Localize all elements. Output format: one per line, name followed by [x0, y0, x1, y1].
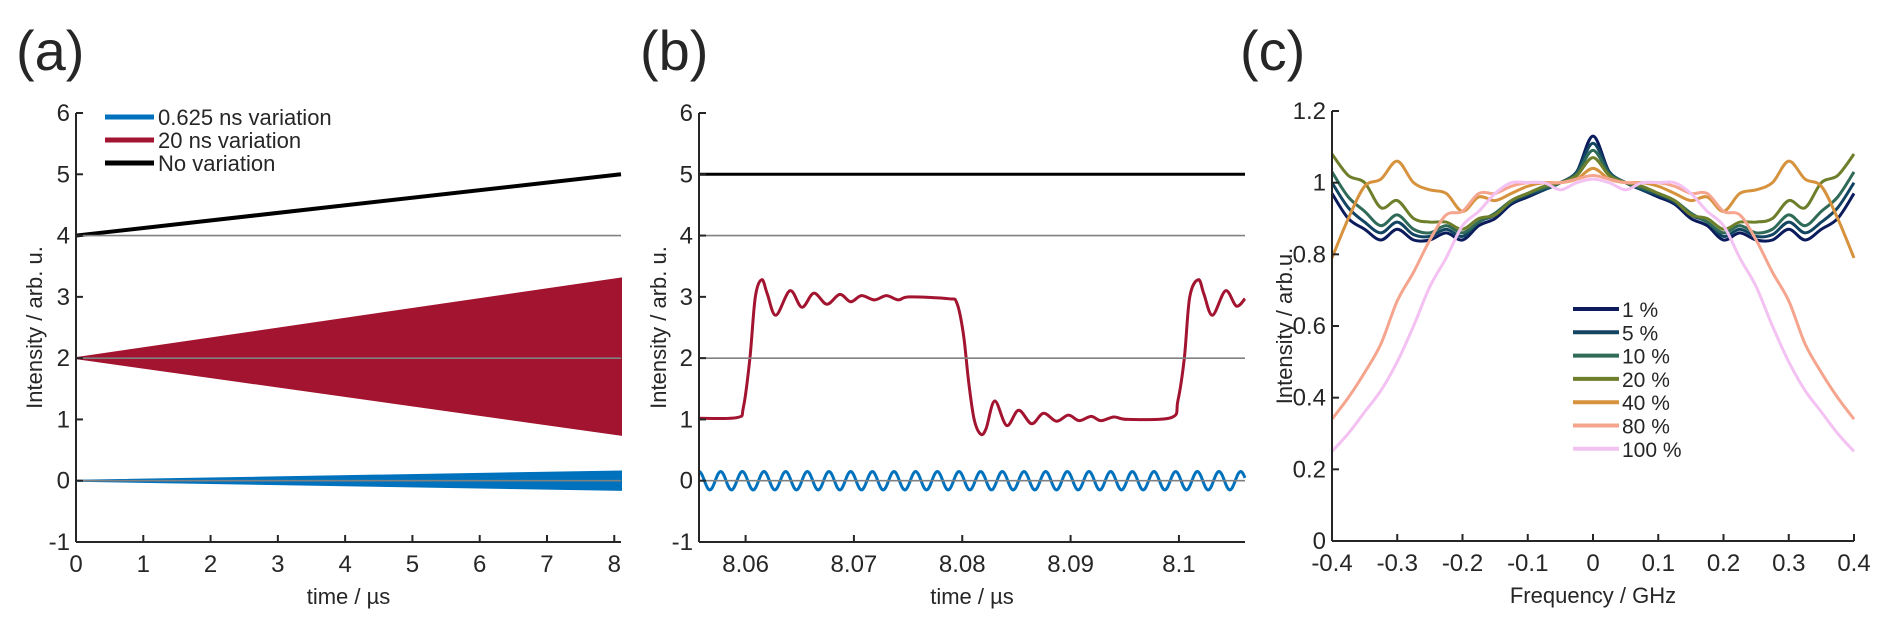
- legend: 1 %5 %10 %20 %40 %80 %100 %: [1573, 299, 1682, 462]
- x-tick-label: 8.08: [939, 551, 986, 578]
- series-100-: [1330, 177, 1856, 453]
- series-5-: [1330, 141, 1856, 239]
- series-1: [698, 278, 1247, 437]
- y-tick-label: 4: [680, 223, 693, 250]
- legend-entry: 20 ns variation: [158, 128, 301, 153]
- x-axis-label: Frequency / GHz: [1510, 583, 1676, 608]
- y-tick-label: 2: [57, 345, 70, 372]
- series-1-: [1330, 134, 1856, 243]
- panel-label-b: (b): [640, 19, 708, 82]
- legend-entry: 80 %: [1622, 416, 1670, 439]
- x-tick-label: 7: [540, 551, 553, 578]
- x-tick-label: 2: [204, 551, 217, 578]
- x-tick-label: 8.07: [831, 551, 878, 578]
- x-tick-label: 4: [338, 551, 351, 578]
- series-40-: [1330, 159, 1856, 259]
- y-tick-label: 1.2: [1293, 98, 1326, 125]
- x-tick-label: 8.09: [1047, 551, 1094, 578]
- y-tick-label: -1: [672, 529, 693, 556]
- y-tick-label: 1: [680, 406, 693, 433]
- x-tick-label: 0: [69, 551, 82, 578]
- legend-entry: 40 %: [1622, 392, 1670, 415]
- legend-entry: 10 %: [1622, 346, 1670, 369]
- y-tick-label: 3: [57, 284, 70, 311]
- y-tick-label: 0: [680, 468, 693, 495]
- y-tick-label: 1: [1313, 170, 1326, 197]
- x-tick-label: -0.4: [1311, 550, 1352, 577]
- panel-label-c: (c): [1240, 19, 1305, 82]
- series-10-: [1330, 148, 1856, 235]
- series-80-: [1330, 173, 1856, 421]
- y-tick-label: 0.8: [1293, 241, 1326, 268]
- legend-entry: No variation: [158, 151, 275, 176]
- y-axis-label: Intensity / arb. u.: [646, 246, 671, 409]
- x-tick-label: 3: [271, 551, 284, 578]
- x-tick-label: 0: [1586, 550, 1599, 577]
- y-tick-label: 5: [57, 161, 70, 188]
- y-axis-label: Intensity / arb.u.: [1272, 248, 1297, 405]
- y-tick-label: 0: [57, 468, 70, 495]
- x-tick-label: 0.3: [1772, 550, 1805, 577]
- series-20-ns-variation: [75, 277, 622, 436]
- series-2: [698, 469, 1247, 492]
- x-tick-label: 8.1: [1162, 551, 1195, 578]
- y-tick-label: 6: [57, 100, 70, 127]
- x-tick-label: -0.2: [1442, 550, 1483, 577]
- x-tick-label: 1: [137, 551, 150, 578]
- series-group: [75, 172, 622, 491]
- y-tick-label: 3: [680, 284, 693, 311]
- x-tick-label: -0.1: [1507, 550, 1548, 577]
- series-no-variation: [75, 172, 622, 238]
- x-tick-label: 0.1: [1642, 550, 1675, 577]
- series-20-: [1330, 153, 1856, 231]
- x-tick-label: 0.2: [1707, 550, 1740, 577]
- chart-c: -0.4 -0.3 -0.2 -0.1 0 0.1 0.2 0.3 0.4 0 0.2 0.4 0.6 0…: [1272, 98, 1871, 608]
- series-group: [1330, 134, 1856, 453]
- legend-entry: 0.625 ns variation: [158, 105, 332, 130]
- legend-entry: 20 %: [1622, 369, 1670, 392]
- x-tick-label: -0.3: [1377, 550, 1418, 577]
- panel-label-a: (a): [16, 19, 84, 82]
- x-tick-label: 8: [608, 551, 621, 578]
- series-group: [698, 172, 1247, 492]
- x-axis-label: time / µs: [930, 584, 1014, 609]
- y-axis-label: Intensity / arb. u.: [22, 246, 47, 409]
- y-tick-label: 2: [680, 345, 693, 372]
- legend-entry: 5 %: [1622, 322, 1658, 345]
- x-tick-label: 8.06: [722, 551, 769, 578]
- y-tick-label: 0.6: [1293, 313, 1326, 340]
- x-tick-label: 6: [473, 551, 486, 578]
- y-tick-label: 0.4: [1293, 385, 1326, 412]
- x-axis-label: time / µs: [307, 584, 391, 609]
- y-tick-label: 0.2: [1293, 456, 1326, 483]
- x-tick-label: 5: [406, 551, 419, 578]
- x-tick-label: 0.4: [1837, 550, 1870, 577]
- y-tick-label: 5: [680, 161, 693, 188]
- legend-entry: 100 %: [1622, 439, 1682, 462]
- y-tick-label: 1: [57, 406, 70, 433]
- y-tick-label: 0: [1313, 528, 1326, 555]
- chart-b: 8.06 8.07 8.08 8.09 8.1 -1 0 1 2 3 4 5 6 time / µs Int…: [646, 100, 1247, 609]
- y-tick-label: -1: [49, 529, 70, 556]
- legend-entry: 1 %: [1622, 299, 1658, 322]
- y-tick-label: 4: [57, 223, 70, 250]
- y-tick-label: 6: [680, 100, 693, 127]
